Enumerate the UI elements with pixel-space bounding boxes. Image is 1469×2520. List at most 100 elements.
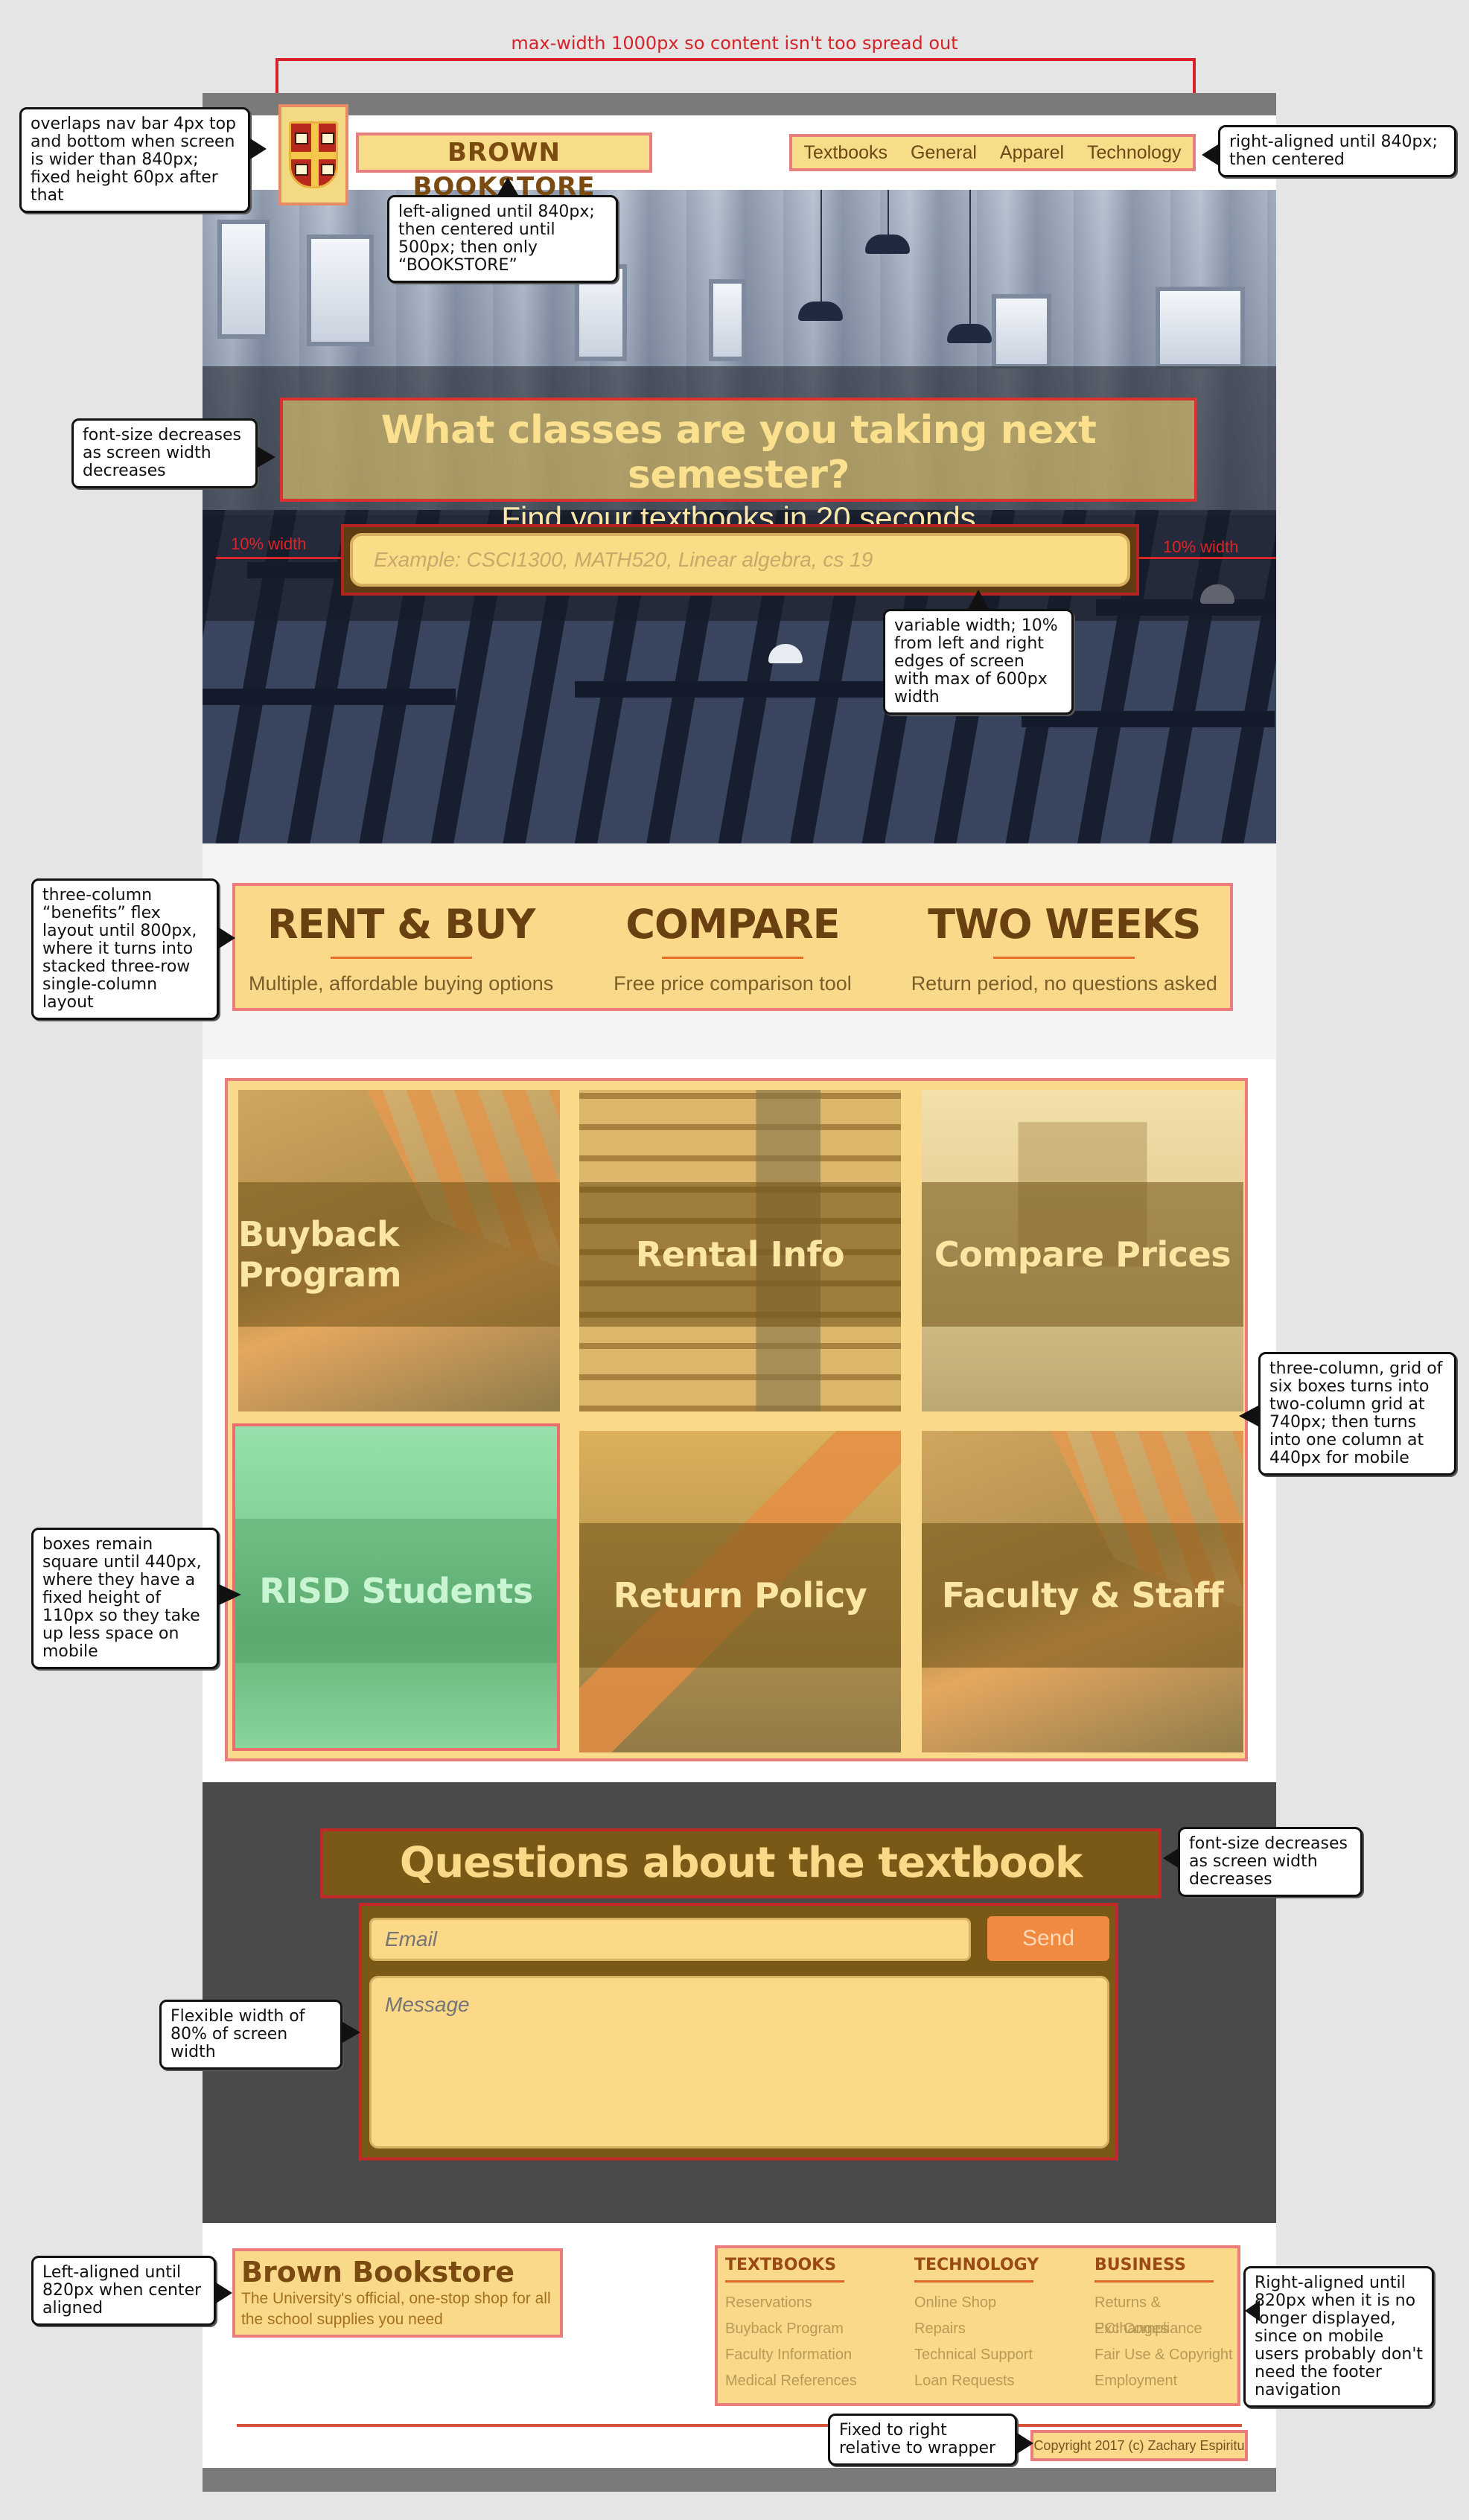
contact-title: Questions about the textbook program? [320,1828,1162,1951]
book-icon [321,133,334,144]
benefit-two-weeks: TWO WEEKS Return period, no questions as… [899,886,1230,1008]
annotation-logo: overlaps nav bar 4px top and bottom when… [19,107,250,213]
annotation-nav: right-aligned until 840px; then centered [1218,125,1456,177]
callout-pointer [1017,2433,1033,2454]
chandelier-shape [798,302,843,321]
logo[interactable] [278,104,348,205]
tile-buyback-program[interactable]: Buyback Program [238,1090,560,1411]
footer-col-divider [914,2280,1033,2283]
callout-pointer [1163,1848,1179,1869]
footer-link[interactable]: PCI Compliance [1094,2320,1202,2337]
hero-title: What classes are you taking next semeste… [380,408,1097,497]
message-field[interactable] [369,1976,1109,2149]
callout-pointer [258,447,275,468]
benefit-title: COMPARE [625,901,840,948]
tile-compare-prices[interactable]: Compare Prices [922,1090,1243,1411]
nav-link-general[interactable]: General [910,141,977,163]
annotation-footer-brand: Left-aligned until 820px when center ali… [31,2256,216,2326]
search-margin-label-left: 10% width [231,535,307,553]
footer-link[interactable]: Medical References [725,2373,857,2389]
footer-link[interactable]: Returns & Exchanges [1094,2294,1168,2337]
footer-link[interactable]: Buyback Program [725,2320,844,2337]
footer-link[interactable]: Faculty Information [725,2347,853,2363]
tile-return-policy[interactable]: Return Policy [579,1431,901,1752]
nav-links: Textbooks General Apparel Technology [789,134,1196,171]
annotation-tiles-square: boxes remain square until 440px, where t… [31,1528,219,1669]
footer-brand: Brown Bookstore The University's officia… [232,2248,563,2338]
benefits-row: RENT & BUY Multiple, affordable buying o… [232,883,1233,1011]
footer-col-business: BUSINESS Returns & Exchanges PCI Complia… [1094,2256,1237,2394]
footer-link[interactable]: Technical Support [914,2347,1033,2363]
hero-heading-box: What classes are you taking next semeste… [280,398,1197,535]
footer-col-divider [1094,2280,1214,2283]
callout-pointer [219,928,235,948]
chandelier-shape [865,235,910,254]
callout-pointer [1245,2300,1260,2321]
footer-link[interactable]: Online Shop [914,2294,997,2311]
benefit-divider [330,957,472,959]
callout-pointer [1239,1406,1258,1426]
benefit-text: Multiple, affordable buying options [249,972,554,995]
email-field[interactable] [369,1918,971,1961]
shield-cross-vertical [311,124,319,186]
annotation-search-width: variable width; 10% from left and right … [883,609,1074,715]
table-shape [203,689,456,705]
footer-link[interactable]: Loan Requests [914,2373,1015,2389]
tile-band [922,1182,1243,1327]
footer-brand-title[interactable]: Brown Bookstore [241,2256,515,2288]
window-shape [992,294,1051,369]
nav-link-textbooks[interactable]: Textbooks [803,141,888,163]
annotation-form-width: Flexible width of 80% of screen width [159,2000,342,2070]
callout-pointer [968,590,989,609]
max-width-bracket-right [1193,58,1196,95]
annotation-grid: three-column, grid of six boxes turns in… [1258,1352,1456,1476]
tile-label: Rental Info [635,1234,845,1275]
tile-tint [235,1426,557,1748]
textbook-search-input[interactable] [350,533,1130,587]
tile-label: Buyback Program [238,1214,402,1295]
tile-band [579,1523,901,1668]
tile-band [922,1523,1243,1668]
benefit-divider [993,957,1135,959]
callout-pointer [1202,144,1218,165]
table-shape [1022,711,1275,727]
benefit-title: TWO WEEKS [928,901,1201,948]
window-shape [709,279,746,361]
benefit-title: RENT & BUY [267,901,535,948]
callout-pointer [219,1584,241,1605]
tile-faculty-staff[interactable]: Faculty & Staff [922,1431,1243,1752]
footer-link[interactable]: Repairs [914,2320,966,2337]
tile-risd-students[interactable]: RISD Students [232,1423,560,1751]
footer-link[interactable]: Fair Use & Copyright [1094,2347,1233,2363]
tile-label: Compare Prices [934,1234,1231,1275]
footer-col-heading: BUSINESS [1094,2256,1186,2274]
send-button[interactable]: Send [987,1916,1109,1961]
book-icon [321,164,334,176]
callout-pointer [342,2022,360,2043]
brand-name[interactable]: BROWN BOOKSTORE [356,133,652,202]
table-shape [575,681,888,698]
benefit-rent-buy: RENT & BUY Multiple, affordable buying o… [235,886,567,1008]
chandelier-chain [888,190,889,242]
annotation-footer-nav: Right-aligned until 820px when it is no … [1243,2266,1434,2408]
chandelier-shape [947,324,992,343]
chandelier-chain [820,190,822,309]
tile-band [238,1182,560,1327]
footer-link[interactable]: Employment [1094,2373,1178,2389]
footer-col-technology: TECHNOLOGY Online Shop Repairs Technical… [914,2256,1039,2394]
window-shape [217,220,270,339]
footer-divider [237,2424,1242,2427]
desk-lamp-shape [768,644,803,663]
footer-link[interactable]: Reservations [725,2294,812,2311]
book-icon [295,164,308,176]
max-width-annotation: max-width 1000px so content isn't too sp… [511,33,958,54]
tile-rental-info[interactable]: Rental Info [579,1090,901,1411]
search-margin-line-right [1139,557,1276,559]
nav-link-technology[interactable]: Technology [1087,141,1182,163]
search-margin-label-right: 10% width [1163,538,1239,556]
nav-link-apparel[interactable]: Apparel [999,141,1065,163]
search-margin-line-left [216,557,341,559]
annotation-benefits: three-column “benefits” flex layout unti… [31,878,219,1020]
footer-col-textbooks: TEXTBOOKS Reservations Buyback Program F… [725,2256,857,2394]
tile-band [235,1519,557,1663]
